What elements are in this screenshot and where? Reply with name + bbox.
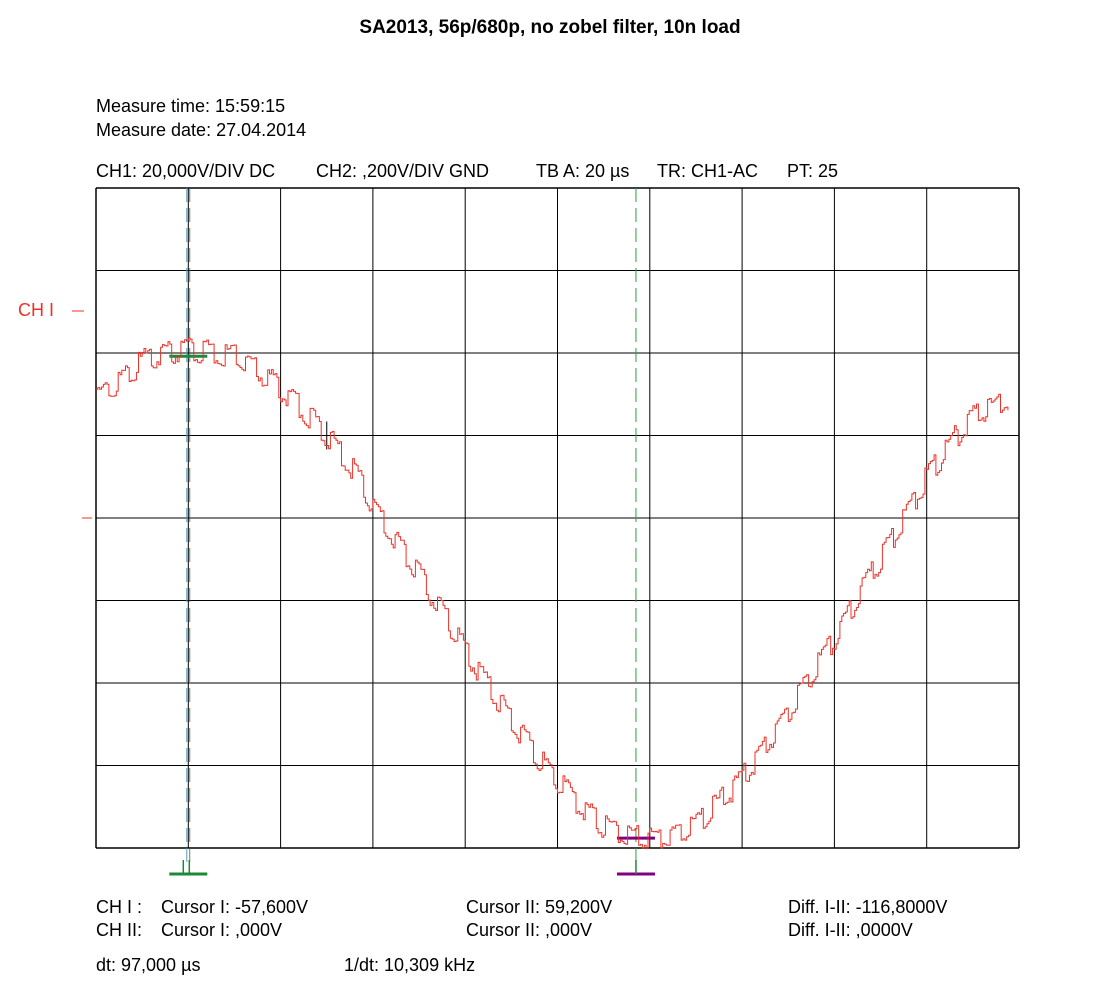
footer-ch2-cursor2: Cursor II: ,000V	[466, 920, 593, 940]
measure-date: Measure date: 27.04.2014	[96, 120, 307, 140]
footer-ch2-diff: Diff. I-II: ,0000V	[788, 920, 913, 940]
pt-setting: PT: 25	[787, 161, 839, 181]
ch1-trace	[96, 337, 1009, 850]
ch2-setting: CH2: ,200V/DIV GND	[316, 161, 490, 181]
measure-time: Measure time: 15:59:15	[96, 96, 286, 116]
footer-ch2-label: CH II:	[96, 920, 143, 940]
timebase-setting: TB A: 20 µs	[536, 161, 630, 181]
footer-dt: dt: 97,000 µs	[96, 955, 201, 975]
footer-ch1-cursor2: Cursor II: 59,200V	[466, 897, 613, 917]
footer-ch1-cursor1: Cursor I: -57,600V	[161, 897, 309, 917]
footer-ch2-cursor1: Cursor I: ,000V	[161, 920, 283, 940]
scope-grid	[95, 187, 1020, 849]
ch1-level-marker: CH I	[18, 300, 54, 320]
footer-ch1-label: CH I :	[96, 897, 143, 917]
footer-inv-dt: 1/dt: 10,309 kHz	[344, 955, 476, 975]
trigger-setting: TR: CH1-AC	[657, 161, 759, 181]
footer-ch1-diff: Diff. I-II: -116,8000V	[788, 897, 948, 917]
cursor-layer	[169, 188, 655, 876]
chart-title: SA2013, 56p/680p, no zobel filter, 10n l…	[359, 17, 741, 38]
ch1-setting: CH1: 20,000V/DIV DC	[96, 161, 276, 181]
